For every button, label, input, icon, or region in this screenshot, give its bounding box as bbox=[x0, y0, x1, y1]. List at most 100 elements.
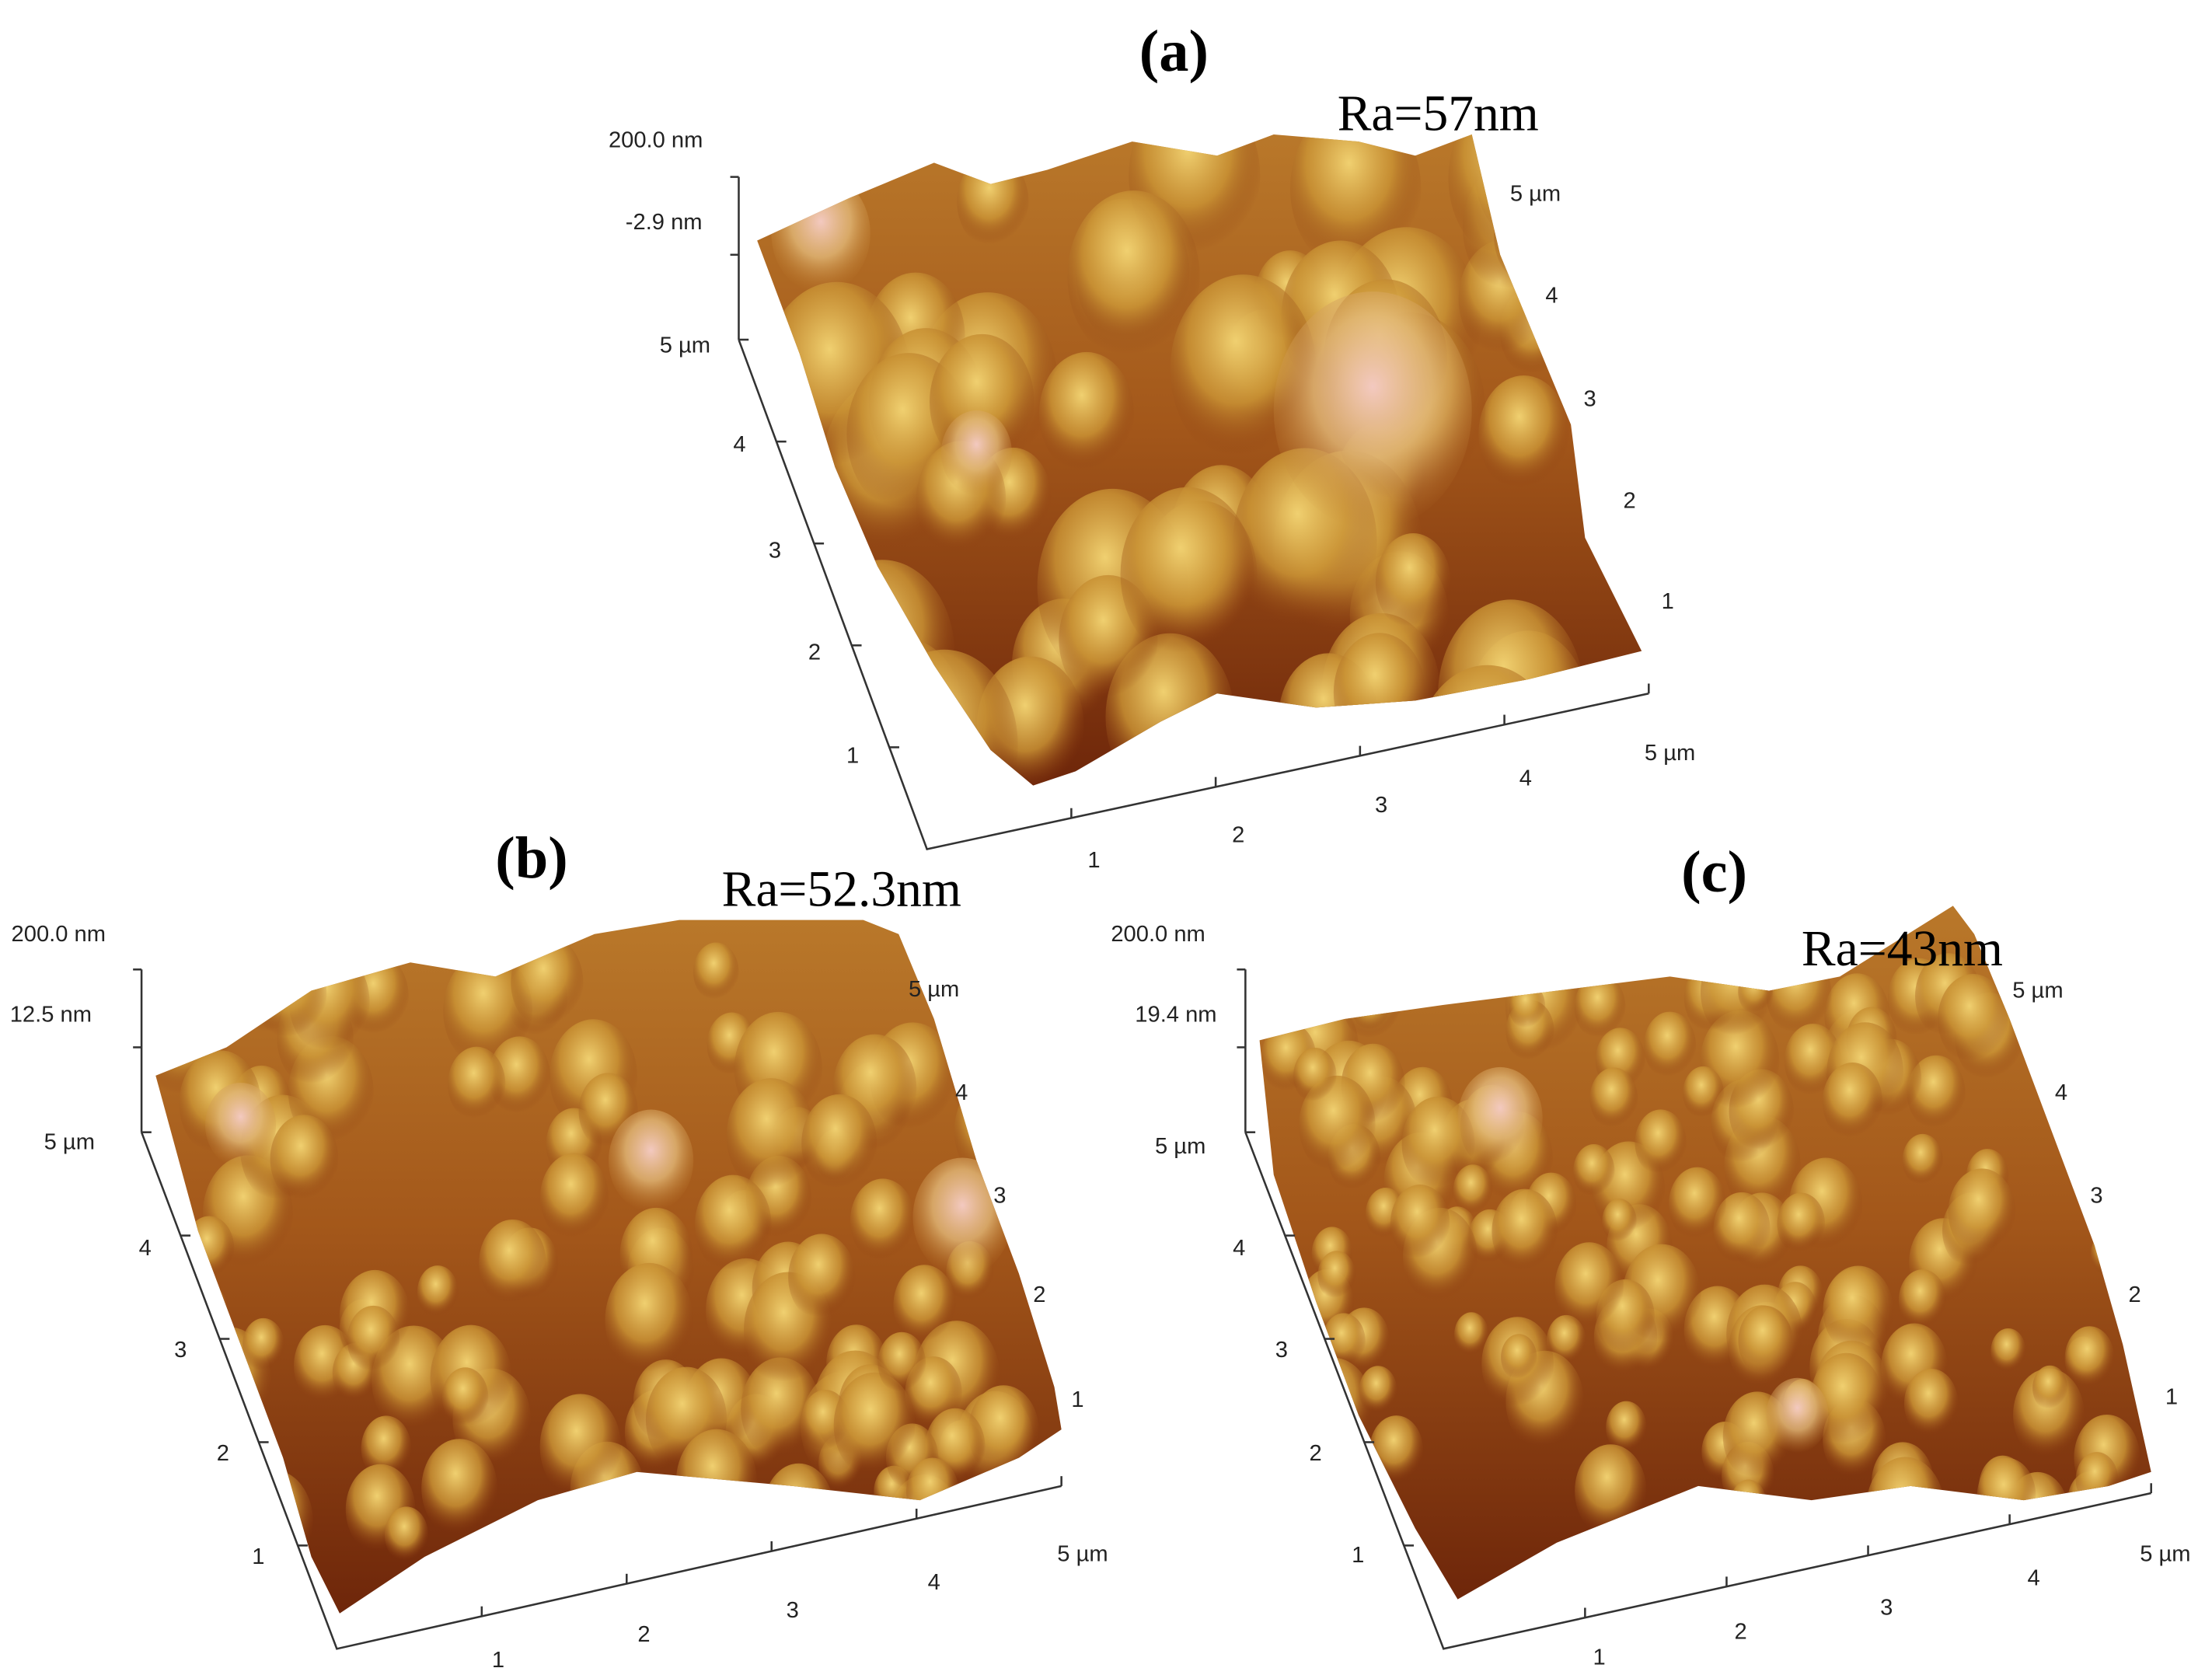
surface-bump bbox=[1990, 1328, 2026, 1374]
surface-bump bbox=[1574, 974, 1626, 1041]
surface-bump bbox=[566, 1504, 629, 1586]
surface-bump bbox=[421, 1439, 497, 1538]
surface-bump bbox=[1305, 1349, 1340, 1395]
surface-bump bbox=[1414, 665, 1561, 786]
surface-bump bbox=[1668, 1167, 1726, 1242]
axis-tick-label: 3 bbox=[174, 1338, 187, 1363]
surface-peak bbox=[1766, 1377, 1829, 1453]
surface-bump bbox=[479, 1219, 546, 1307]
surface-peak bbox=[1457, 1066, 1543, 1170]
axis-tick-label: 3 bbox=[1275, 1338, 1288, 1363]
surface-bump bbox=[1866, 1457, 1945, 1558]
axis-tick-label: 4 bbox=[1519, 766, 1532, 791]
surface-bump bbox=[1359, 1366, 1397, 1415]
axis-tick-label: 5 µm bbox=[2012, 979, 2063, 1003]
surface-bump bbox=[1602, 1199, 1637, 1244]
surface-bump bbox=[1902, 1133, 1943, 1187]
surface-bump bbox=[1730, 1479, 1767, 1526]
surface-bump bbox=[1352, 982, 1390, 1032]
surface-bump bbox=[2044, 1515, 2085, 1569]
surface-bump bbox=[1492, 1188, 1558, 1275]
surface-bump bbox=[1333, 633, 1425, 752]
z-level-label: -2.9 nm bbox=[626, 210, 703, 235]
surface-bump bbox=[850, 1178, 916, 1264]
surface-bump bbox=[441, 1367, 489, 1428]
axis-tick-label: 1 bbox=[1352, 1543, 1364, 1568]
surface-bump bbox=[539, 1394, 622, 1500]
base-axes bbox=[738, 339, 1649, 851]
surface-bump bbox=[957, 155, 1029, 249]
axis-tick-label: 1 bbox=[492, 1648, 504, 1673]
axis-tick-label: 3 bbox=[787, 1598, 799, 1623]
surface-bump bbox=[1401, 1096, 1475, 1192]
z-level-label: 12.5 nm bbox=[10, 1003, 92, 1028]
surface-bump bbox=[893, 1265, 956, 1346]
surface-bump bbox=[1777, 1192, 1826, 1255]
surface-bump bbox=[1713, 1192, 1771, 1266]
surface-bump bbox=[1907, 1055, 1966, 1131]
surface-peak bbox=[1273, 291, 1472, 530]
roughness-label: Ra=57nm bbox=[1338, 86, 1539, 142]
surface-bump bbox=[675, 1429, 758, 1535]
surface-bump bbox=[870, 649, 1018, 786]
surface-bump bbox=[1575, 1444, 1647, 1538]
surface-bump bbox=[1606, 1401, 1647, 1454]
z-top-label: 200.0 nm bbox=[1111, 922, 1205, 947]
axis-tick-label: 4 bbox=[139, 1236, 152, 1261]
surface-bump bbox=[1976, 1457, 2036, 1534]
axis-tick-label: 5 µm bbox=[660, 333, 710, 358]
panel-label: (a) bbox=[1139, 18, 1209, 84]
axis-tick-label: 2 bbox=[1033, 1282, 1045, 1307]
surface-bump bbox=[217, 980, 263, 1041]
axis-tick-label: 1 bbox=[846, 743, 859, 768]
surface-bump bbox=[833, 1372, 916, 1478]
surface-bump bbox=[1643, 1011, 1697, 1080]
surface-bump bbox=[1554, 1242, 1624, 1332]
axis-tick-label: 4 bbox=[955, 1080, 968, 1105]
surface-bump bbox=[1738, 969, 1773, 1015]
surface-bump bbox=[254, 947, 327, 1042]
axis-tick-label: 2 bbox=[637, 1622, 650, 1647]
axis-tick-label: 3 bbox=[993, 1184, 1006, 1209]
surface-bump bbox=[757, 638, 852, 785]
surface-bump bbox=[511, 935, 584, 1030]
surface-bump bbox=[605, 1262, 694, 1378]
surface-bump bbox=[159, 930, 216, 1003]
surface-peak bbox=[608, 1109, 694, 1212]
surface-bump bbox=[1390, 1184, 1450, 1262]
surface-bump bbox=[1557, 239, 1635, 340]
axis-tick-label: 4 bbox=[733, 432, 745, 457]
z-top-label: 200.0 nm bbox=[609, 127, 703, 152]
axis-tick-label: 3 bbox=[1880, 1596, 1893, 1621]
surface-bump bbox=[540, 1153, 609, 1242]
surface-bump bbox=[2065, 1111, 2126, 1191]
surface-bump bbox=[2075, 1452, 2119, 1508]
surface-bump bbox=[2064, 1326, 2115, 1391]
surface-bump bbox=[1293, 1048, 1337, 1104]
surface-bump bbox=[1903, 1368, 1959, 1439]
surface-bump bbox=[1007, 1061, 1048, 1114]
panel-label: (b) bbox=[495, 825, 567, 891]
surface-peak bbox=[771, 173, 870, 293]
afm-panel: (c) Ra=43nm 200.0 nm 19.4 nm 5 µm 4 3 2 1 1 2 3 4 5 µ… bbox=[1111, 839, 2190, 1670]
surface-bump bbox=[1898, 1269, 1946, 1331]
surface-bump bbox=[448, 1046, 506, 1122]
axis-tick-label: 2 bbox=[1624, 489, 1636, 514]
axis-tick-label: 4 bbox=[2055, 1080, 2067, 1105]
surface-bump bbox=[2070, 1038, 2127, 1113]
surface-bump bbox=[726, 1078, 816, 1195]
surface-bump bbox=[233, 938, 279, 998]
surface-bump bbox=[184, 1216, 235, 1281]
surface-bump bbox=[361, 1415, 412, 1481]
axis-tick-label: 5 µm bbox=[1645, 741, 1695, 766]
axis-tick-label: 3 bbox=[1375, 793, 1387, 818]
surface-texture bbox=[1261, 945, 2140, 1569]
axis-tick-label: 2 bbox=[1309, 1441, 1321, 1466]
surface-bump bbox=[1454, 1312, 1489, 1357]
base-axes bbox=[140, 1132, 1062, 1650]
axis-tick-label: 2 bbox=[1232, 822, 1244, 847]
axis-tick-label: 3 bbox=[2090, 1184, 2102, 1209]
axis-tick-label: 1 bbox=[1593, 1645, 1605, 1670]
axis-tick-label: 2 bbox=[217, 1441, 229, 1466]
